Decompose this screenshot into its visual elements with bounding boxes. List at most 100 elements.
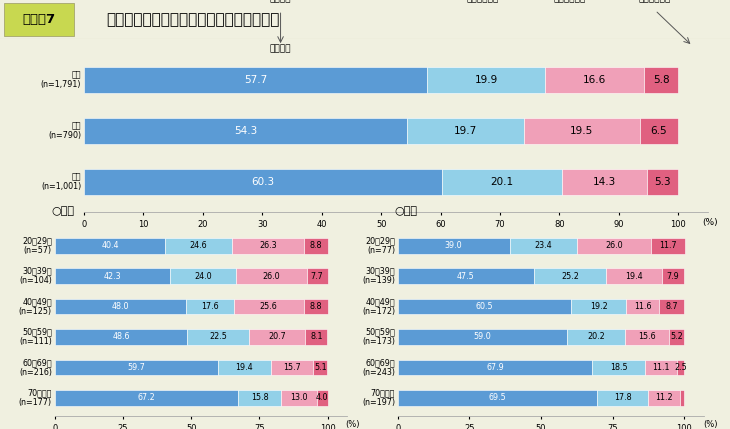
Text: 16.6: 16.6 [583,75,606,85]
Bar [55,329,188,345]
Bar [398,268,534,284]
Text: 6.5: 6.5 [650,126,667,136]
Bar [510,238,577,254]
Text: 20.1: 20.1 [491,177,514,187]
Bar [626,299,659,314]
Text: ほぼ毎日: ほぼ毎日 [270,0,291,4]
Bar [398,360,593,375]
Text: 5.3: 5.3 [654,177,671,187]
Bar [307,268,328,284]
Bar [305,329,327,345]
Bar [534,268,606,284]
Text: 8.8: 8.8 [310,302,322,311]
Text: 19.4: 19.4 [235,363,253,372]
Text: 47.5: 47.5 [457,272,475,281]
Text: 2.5: 2.5 [675,363,687,372]
Bar [545,66,644,93]
Bar [442,169,562,195]
Text: 14.3: 14.3 [593,177,616,187]
Text: (%): (%) [702,218,718,227]
Text: 26.3: 26.3 [259,241,277,250]
Text: 5.8: 5.8 [653,75,669,85]
Bar [55,299,185,314]
Text: 59.7: 59.7 [127,363,145,372]
Text: 栄養バランスに配慮した食生活の実践状況: 栄養バランスに配慮した食生活の実践状況 [106,12,279,27]
Text: (%): (%) [703,420,718,429]
Text: 69.5: 69.5 [488,393,507,402]
Bar [304,299,328,314]
Bar [271,360,313,375]
Bar [677,360,685,375]
Text: 8.8: 8.8 [310,241,322,250]
Bar [645,360,677,375]
Bar [234,299,304,314]
Bar [55,268,170,284]
Bar [680,390,685,406]
Bar [567,329,625,345]
Bar [281,390,317,406]
Bar [170,268,236,284]
Bar [165,238,232,254]
Bar [238,390,281,406]
Bar [55,238,165,254]
Text: 67.9: 67.9 [486,363,504,372]
Text: ほぼ毎日: ほぼ毎日 [270,45,291,53]
Bar [84,118,407,144]
Text: 8.1: 8.1 [310,332,323,341]
Text: 19.5: 19.5 [570,126,593,136]
Bar [597,390,648,406]
Text: 24.0: 24.0 [194,272,212,281]
Bar [606,268,662,284]
Bar [427,66,545,93]
Bar [562,169,647,195]
Bar [669,329,685,345]
Bar [185,299,234,314]
Bar [662,268,685,284]
Text: 8.7: 8.7 [666,302,678,311]
Text: 18.5: 18.5 [610,363,628,372]
Text: 24.6: 24.6 [190,241,207,250]
Bar [313,360,327,375]
Text: 23.4: 23.4 [534,241,552,250]
Text: 週に２～３日: 週に２～３日 [553,0,585,4]
Text: 13.0: 13.0 [291,393,308,402]
Bar [647,169,678,195]
Bar [593,360,645,375]
Text: 25.6: 25.6 [260,302,277,311]
Bar [571,299,626,314]
Text: 67.2: 67.2 [137,393,155,402]
Bar [236,268,307,284]
Text: 26.0: 26.0 [262,272,280,281]
Bar [55,360,218,375]
Text: 20.7: 20.7 [268,332,286,341]
Bar [84,169,442,195]
FancyBboxPatch shape [4,3,74,36]
Text: 20.2: 20.2 [587,332,604,341]
Bar [648,390,680,406]
Bar [232,238,304,254]
Text: 17.6: 17.6 [201,302,218,311]
Text: 40.4: 40.4 [101,241,119,250]
Text: 図表－7: 図表－7 [23,13,56,26]
Text: 60.3: 60.3 [252,177,274,187]
Text: ほとんどない: ほとんどない [639,0,671,4]
Text: 11.6: 11.6 [634,302,652,311]
Bar [625,329,669,345]
Text: 59.0: 59.0 [474,332,491,341]
Text: 19.4: 19.4 [625,272,643,281]
Text: 48.0: 48.0 [112,302,129,311]
Bar [398,390,597,406]
Text: 5.1: 5.1 [314,363,327,372]
Bar [398,299,571,314]
Text: 週に４～５日: 週に４～５日 [466,0,499,4]
Text: 15.7: 15.7 [283,363,301,372]
Text: 54.3: 54.3 [234,126,257,136]
Text: 7.9: 7.9 [666,272,680,281]
Text: 11.1: 11.1 [653,363,670,372]
Bar [55,390,238,406]
Text: 15.6: 15.6 [638,332,656,341]
Text: 17.8: 17.8 [614,393,631,402]
Bar [639,118,678,144]
Bar [249,329,305,345]
Text: 11.2: 11.2 [656,393,673,402]
